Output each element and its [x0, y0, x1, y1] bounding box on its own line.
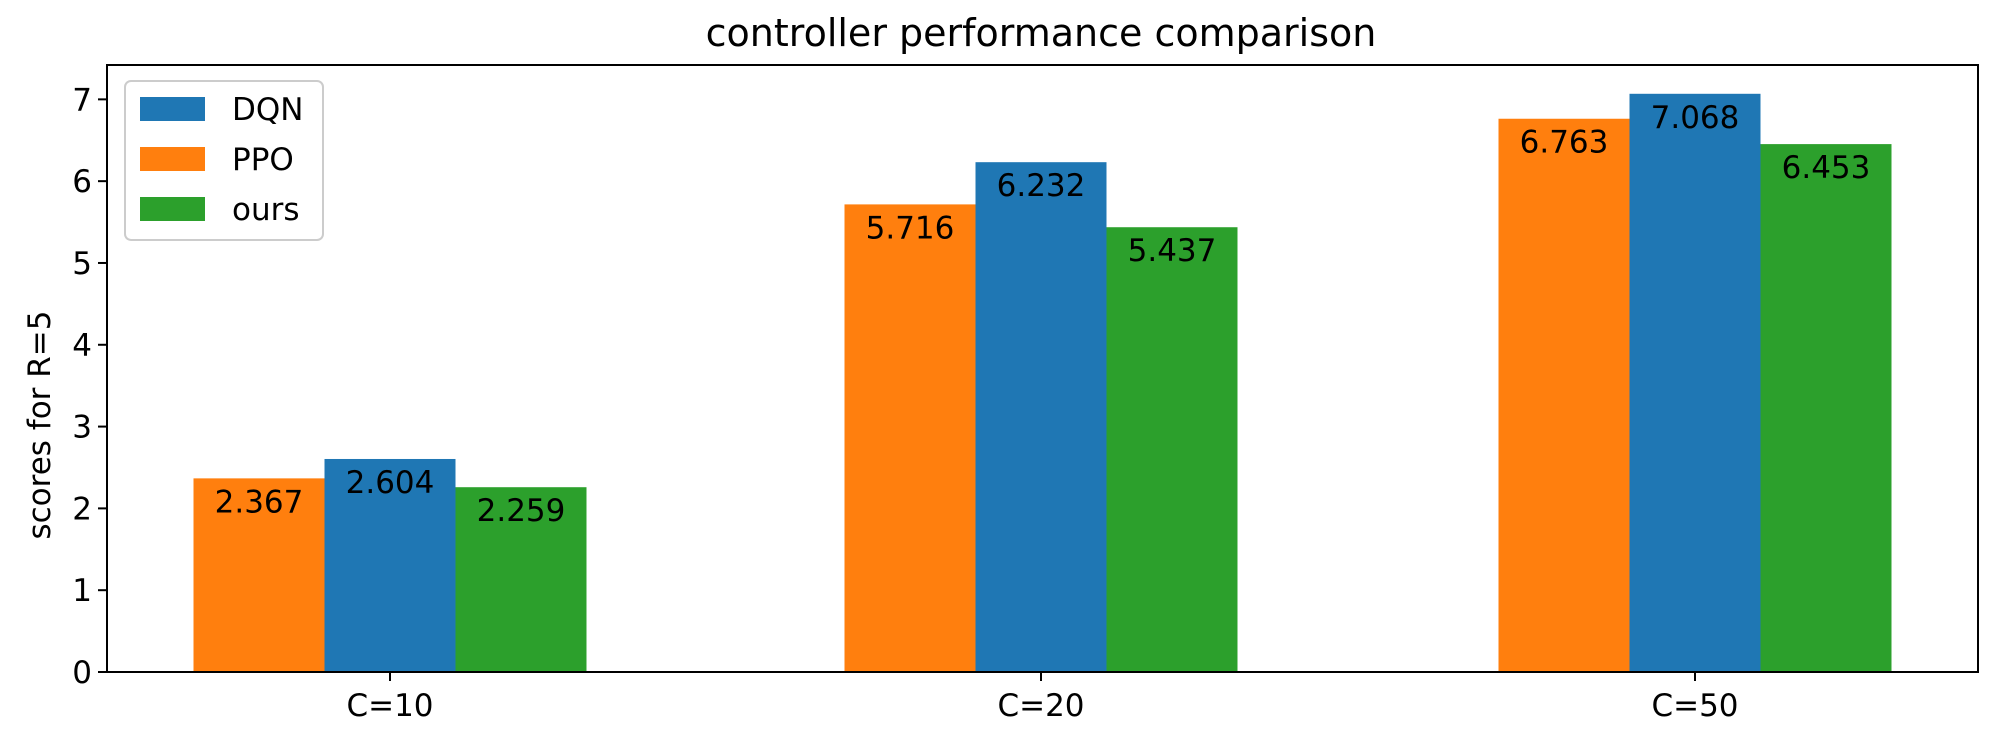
x-tick-label: C=10 [346, 688, 433, 724]
legend: DQN PPO ours [124, 80, 324, 241]
y-tick-label: 3 [72, 410, 92, 446]
bars [193, 93, 1892, 673]
bar-ours-3 [1760, 144, 1892, 673]
legend-label-dqn: DQN [232, 92, 303, 128]
legend-swatch-ours [140, 197, 205, 221]
legend-label-ours: ours [232, 192, 300, 228]
bar-value-label: 5.437 [1128, 233, 1217, 269]
y-tick-label: 0 [72, 655, 92, 691]
y-tick-label: 1 [72, 573, 92, 609]
bar-ppo-2 [844, 204, 976, 672]
bar-value-label: 6.763 [1520, 125, 1609, 161]
bar-value-label: 2.367 [215, 484, 304, 520]
bar-value-label: 5.716 [866, 210, 955, 246]
bar-value-label: 6.232 [997, 168, 1086, 204]
y-tick-label: 2 [72, 491, 92, 527]
legend-label-ppo: PPO [232, 142, 294, 178]
legend-swatch-ppo [140, 147, 205, 171]
legend-swatch-dqn [140, 97, 205, 121]
y-tick-label: 4 [72, 328, 92, 364]
bar-ppo-1 [193, 478, 325, 672]
bar-value-label: 6.453 [1782, 150, 1871, 186]
bar-dqn-2 [975, 162, 1107, 673]
y-axis-label: scores for R=5 [22, 310, 58, 539]
bar-labels: 2.367 5.716 6.763 2.604 6.232 7.068 2.259 5.437… [215, 100, 1871, 529]
plot-frame [106, 64, 1979, 673]
x-tick-label: C=50 [1651, 688, 1738, 724]
y-tick-label: 6 [72, 164, 92, 200]
bar-dqn-3 [1629, 93, 1761, 673]
y-tick-label: 5 [72, 246, 92, 282]
bar-value-label: 7.068 [1651, 100, 1740, 136]
bar-ours-2 [1106, 227, 1238, 672]
bar-ours-1 [455, 487, 587, 672]
y-tick-label: 7 [72, 82, 92, 118]
bar-ppo-3 [1498, 118, 1630, 672]
bar-dqn-1 [324, 458, 456, 672]
chart-title: controller performance comparison [706, 11, 1377, 55]
bar-value-label: 2.604 [346, 465, 435, 501]
bar-value-label: 2.259 [477, 493, 566, 529]
x-tick-label: C=20 [997, 688, 1084, 724]
axis-ticks: 0 1 2 3 4 5 6 7 C=10 C=20 C=50 [72, 82, 1738, 724]
